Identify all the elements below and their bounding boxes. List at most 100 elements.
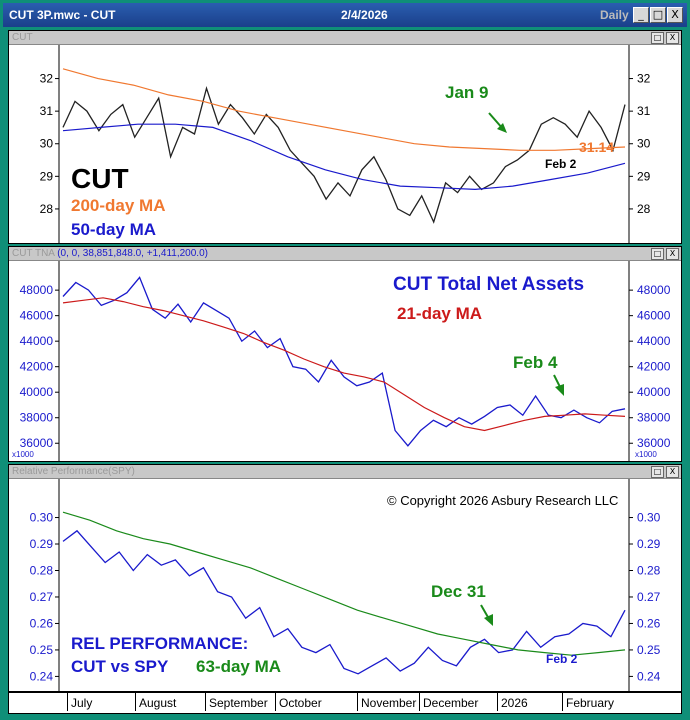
series-line-0 (62, 276, 626, 447)
scale-label-left: x1000 (12, 450, 34, 459)
y-tick-label: 32 (40, 72, 54, 86)
y-tick-label: 28 (40, 202, 54, 216)
y-tick-label-right: 0.28 (637, 563, 661, 577)
x-axis-label: February (566, 696, 615, 710)
x-axis-tick (135, 693, 136, 711)
pane-title: CUT TNA (0, 0, 38,851,848.0, +1,411,200.… (12, 248, 208, 259)
feb4-arrowhead (555, 384, 564, 396)
pane-restore-button[interactable]: □ (651, 32, 664, 44)
y-tick-label-right: 0.27 (637, 590, 661, 604)
pane-close-button[interactable]: X (666, 466, 679, 478)
x-axis-label: September (209, 696, 268, 710)
rel-performance-label: REL PERFORMANCE: (71, 634, 248, 653)
window-date: 2/4/2026 (341, 8, 388, 22)
y-tick-label-right: 32 (637, 72, 651, 86)
y-tick-label: 38000 (20, 411, 54, 425)
pane-header: CUT TNA (0, 0, 38,851,848.0, +1,411,200.… (9, 247, 681, 261)
x-axis-tick (562, 693, 563, 711)
dec31-arrowhead (484, 614, 493, 626)
series-line-1 (62, 511, 626, 656)
y-tick-label: 48000 (20, 283, 54, 297)
last-value-label: 31.14 (579, 139, 614, 155)
tna-chart[interactable]: 48000 48000 46000 46000 44000 44000 42000 42000… (9, 261, 681, 461)
relative-performance-pane: Relative Performance(SPY) □ X 0.30 0.30 0.… (8, 464, 682, 692)
dec31-annotation: Dec 31 (431, 582, 486, 601)
minimize-button[interactable]: _ (633, 7, 649, 23)
x-axis-tick (357, 693, 358, 711)
y-tick-label-right: 28 (637, 202, 651, 216)
date-axis: July August September October November Decemb… (8, 692, 682, 714)
price-chart[interactable]: 32 32 31 31 30 30 29 29 28 28 CUT 200-day MA 50-d… (9, 45, 681, 243)
tna-label: CUT Total Net Assets (393, 274, 584, 295)
pane-close-button[interactable]: X (666, 248, 679, 260)
jan9-annotation: Jan 9 (445, 83, 488, 102)
y-tick-label-right: 0.25 (637, 643, 661, 657)
cut-vs-spy-label: CUT vs SPY (71, 657, 169, 676)
window-title: CUT 3P.mwc - CUT (9, 8, 116, 22)
y-tick-label: 0.27 (30, 590, 54, 604)
y-tick-label: 44000 (20, 334, 54, 348)
y-tick-label-right: 42000 (637, 360, 671, 374)
pane-title: Relative Performance(SPY) (12, 466, 135, 477)
y-tick-label-right: 36000 (637, 436, 671, 450)
x-axis-label: October (279, 696, 322, 710)
pane-header: CUT □ X (9, 31, 681, 45)
period-label[interactable]: Daily (600, 8, 629, 22)
y-tick-label: 36000 (20, 436, 54, 450)
y-tick-label: 42000 (20, 360, 54, 374)
x-axis-label: August (139, 696, 177, 710)
y-tick-label: 40000 (20, 385, 54, 399)
y-tick-label: 31 (40, 104, 54, 118)
price-pane: CUT □ X 32 32 31 31 30 30 29 29 28 28 CUT 200-day… (8, 30, 682, 244)
jan9-arrowhead (497, 123, 507, 133)
big-ticker-label: CUT (71, 163, 129, 194)
ma200-label: 200-day MA (71, 196, 165, 215)
series-line-0 (62, 86, 626, 224)
x-axis-label: November (361, 696, 417, 710)
pane-close-button[interactable]: X (666, 32, 679, 44)
x-axis-tick (497, 693, 498, 711)
y-tick-label-right: 48000 (637, 283, 671, 297)
y-tick-label: 30 (40, 137, 54, 151)
series-line-1 (62, 68, 626, 151)
ma63-label: 63-day MA (196, 657, 281, 676)
tna-pane: CUT TNA (0, 0, 38,851,848.0, +1,411,200.… (8, 246, 682, 462)
maximize-button[interactable]: □ (650, 7, 666, 23)
feb2-rel-annotation: Feb 2 (546, 652, 578, 666)
pane-restore-button[interactable]: □ (651, 466, 664, 478)
y-tick-label: 46000 (20, 309, 54, 323)
pane-header: Relative Performance(SPY) □ X (9, 465, 681, 479)
x-axis-tick (205, 693, 206, 711)
copyright-notice: © Copyright 2026 Asbury Research LLC (387, 493, 618, 508)
y-tick-label-right: 0.24 (637, 669, 661, 683)
y-tick-label-right: 38000 (637, 411, 671, 425)
tna-ma-label: 21-day MA (397, 304, 482, 323)
x-axis-label: July (71, 696, 93, 710)
x-axis-tick (419, 693, 420, 711)
series-line-0 (62, 529, 626, 675)
feb2-annotation: Feb 2 (545, 157, 577, 171)
x-axis-label: 2026 (501, 696, 528, 710)
y-tick-label-right: 0.26 (637, 616, 661, 630)
y-tick-label-right: 40000 (637, 385, 671, 399)
series-line-2 (62, 123, 626, 191)
relative-performance-chart[interactable]: 0.30 0.30 0.29 0.29 0.28 0.28 0.27 0.27 0.26 0.26… (9, 479, 681, 691)
title-bar: CUT 3P.mwc - CUT 2/4/2026 Daily _ □ X (3, 3, 687, 27)
scale-label-right: x1000 (635, 450, 657, 459)
y-tick-label-right: 30 (637, 137, 651, 151)
y-tick-label: 0.25 (30, 643, 54, 657)
pane-restore-button[interactable]: □ (651, 248, 664, 260)
y-tick-label-right: 0.29 (637, 537, 661, 551)
y-tick-label-right: 44000 (637, 334, 671, 348)
y-tick-label-right: 46000 (637, 309, 671, 323)
y-tick-label-right: 31 (637, 104, 651, 118)
feb4-annotation: Feb 4 (513, 353, 558, 372)
close-button[interactable]: X (667, 7, 683, 23)
x-axis-label: December (423, 696, 479, 710)
y-tick-label: 0.28 (30, 563, 54, 577)
y-tick-label: 0.24 (30, 669, 54, 683)
x-axis-tick (67, 693, 68, 711)
series-line-1 (62, 297, 626, 432)
y-tick-label-right: 0.30 (637, 511, 661, 525)
